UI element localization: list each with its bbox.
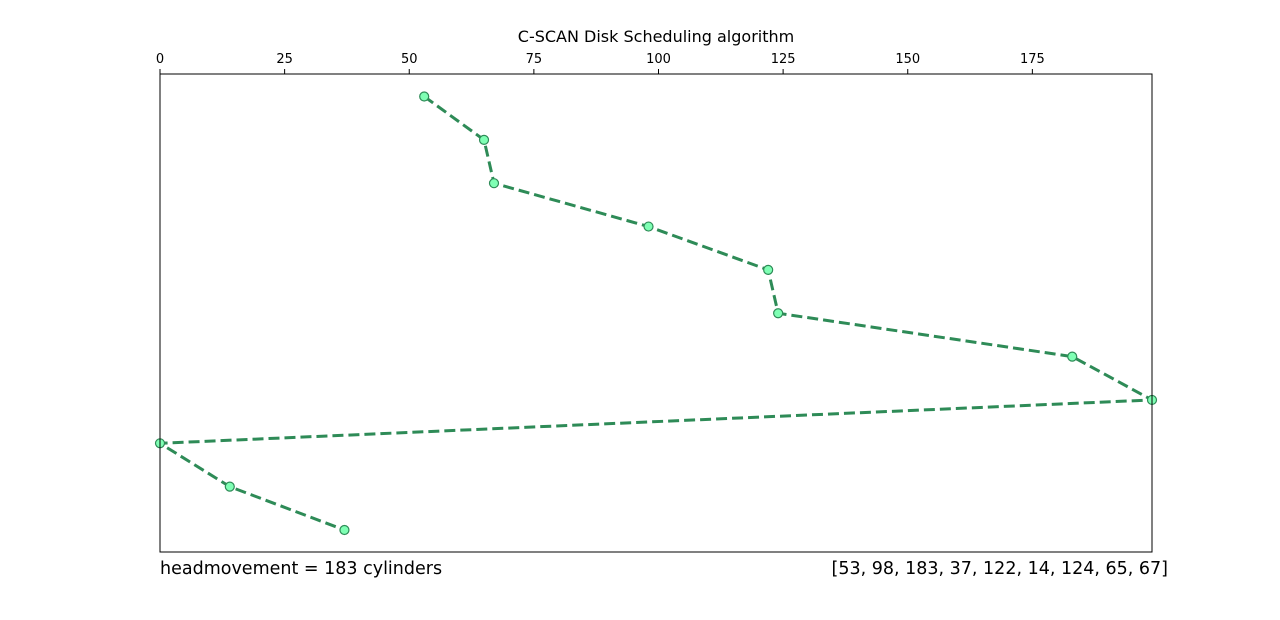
data-point [488,178,500,189]
x-tick-label: 125 [771,52,796,67]
request-queue-annotation: [53, 98, 183, 37, 122, 14, 124, 65, 67] [832,559,1168,579]
x-tick-label: 0 [156,52,164,67]
series-layer [154,91,1158,536]
data-point [339,524,350,536]
x-tick-label: 175 [1020,52,1045,67]
headmovement-annotation: headmovement = 183 cylinders [160,559,442,579]
data-point [1067,351,1078,362]
data-point [643,221,654,232]
data-point [478,134,490,145]
x-tick-label: 25 [276,52,293,67]
x-tick-label: 50 [401,52,418,67]
data-point [773,308,784,319]
x-tick-label: 100 [646,52,671,67]
plot-area-frame [159,73,1153,553]
chart-title: C-SCAN Disk Scheduling algorithm [518,27,794,46]
series-line [158,95,1154,532]
data-point [224,481,235,492]
x-tick-label: 75 [526,52,543,67]
x-axis-ticks: 0 25 50 75 100 125 150 175 [156,52,1045,74]
x-tick-label: 150 [895,52,920,67]
data-point [763,264,774,275]
data-point [419,91,430,102]
